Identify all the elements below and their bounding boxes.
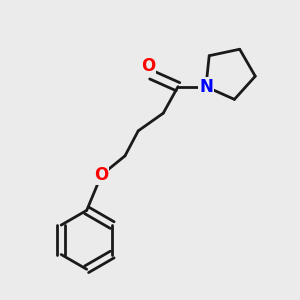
Text: N: N [199,78,213,96]
Text: O: O [141,57,156,75]
Text: O: O [94,166,109,184]
